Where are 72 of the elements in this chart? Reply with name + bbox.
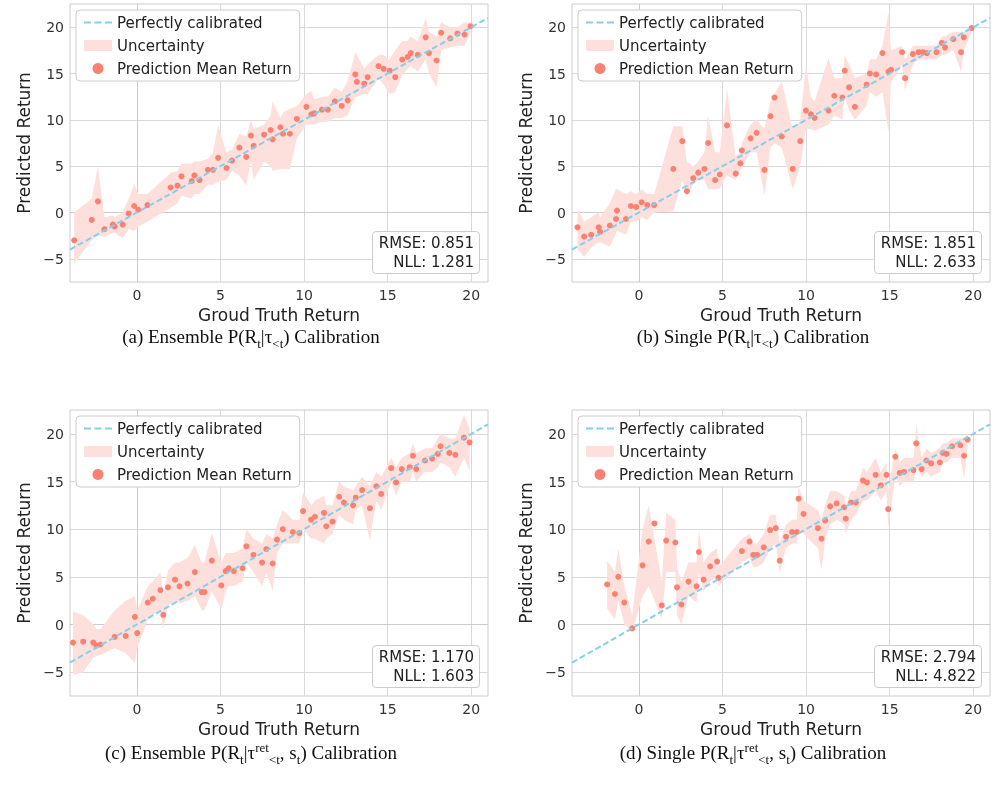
x-tick-label: 15: [378, 287, 397, 303]
y-tick-label: 5: [557, 568, 566, 585]
y-axis-title: Predicted Return: [515, 72, 536, 214]
y-tick-label: −5: [545, 664, 566, 681]
legend-label: Prediction Mean Return: [117, 465, 292, 484]
x-tick-label: 5: [216, 287, 225, 303]
x-tick-label: 5: [718, 701, 727, 717]
x-tick-label: 20: [462, 701, 481, 717]
x-tick-label: 0: [634, 701, 644, 717]
annotation: RMSE: 1.170 NLL: 1.603: [371, 645, 480, 688]
y-axis-title: Predicted Return: [13, 482, 34, 624]
y-tick-label: −5: [43, 250, 64, 267]
x-tick-label: 20: [462, 287, 481, 303]
annotation: RMSE: 0.851 NLL: 1.281: [371, 231, 480, 274]
x-tick-label: 15: [880, 701, 899, 717]
y-tick-label: 15: [548, 473, 566, 490]
y-tick-label: 20: [548, 425, 566, 442]
legend-label: Perfectly calibrated: [117, 419, 263, 438]
y-tick-label: 15: [548, 65, 566, 82]
y-tick-label: 10: [548, 521, 566, 538]
y-tick-label: 0: [55, 616, 64, 633]
x-tick-label: 20: [964, 701, 983, 717]
y-tick-label: −5: [43, 664, 64, 681]
x-axis-title: Groud Truth Return: [699, 719, 863, 740]
y-tick-label: 10: [548, 111, 566, 128]
legend-label: Prediction Mean Return: [117, 59, 292, 78]
y-tick-label: 5: [55, 568, 64, 585]
x-tick-label: 5: [718, 287, 727, 303]
x-axis-title: Groud Truth Return: [699, 305, 863, 326]
y-tick-label: 20: [46, 425, 64, 442]
y-tick-label: 15: [46, 473, 64, 490]
text: (b) Single P(R$_{t}$|τ$_{<t}$) Calibration: [635, 326, 871, 352]
legend-label: Uncertainty: [117, 36, 205, 55]
text: (d) Single P(R$_{t}$|τ$^{ret}$$_{<t}$, s$_{t}$) Calibration: [618, 740, 888, 769]
y-tick-label: 10: [46, 111, 64, 128]
x-axis-title: Groud Truth Return: [197, 305, 361, 326]
text: (a) Ensemble P(R$_{t}$|τ$_{<t}$) Calibration: [121, 326, 381, 352]
y-tick-label: 10: [46, 521, 64, 538]
legend-label: Uncertainty: [619, 442, 707, 461]
x-tick-label: 10: [797, 287, 815, 303]
x-tick-label: 20: [964, 287, 983, 303]
legend-label: Uncertainty: [117, 442, 205, 461]
y-axis-title: Predicted Return: [515, 482, 536, 624]
y-tick-label: −5: [545, 250, 566, 267]
y-tick-label: 0: [55, 204, 64, 221]
y-tick-label: 5: [55, 158, 64, 175]
annotation: RMSE: 1.851 NLL: 2.633: [873, 231, 982, 274]
x-tick-label: 10: [797, 701, 815, 717]
y-tick-label: 5: [557, 158, 566, 175]
legend-label: Prediction Mean Return: [619, 465, 794, 484]
x-tick-label: 0: [132, 287, 142, 303]
y-tick-label: 20: [46, 19, 64, 36]
legend-label: Uncertainty: [619, 36, 707, 55]
y-tick-label: 15: [46, 65, 64, 82]
x-tick-label: 15: [880, 287, 899, 303]
y-tick-label: 0: [557, 616, 566, 633]
x-tick-label: 10: [295, 287, 313, 303]
y-tick-label: 20: [548, 19, 566, 36]
legend-label: Perfectly calibrated: [619, 419, 765, 438]
x-tick-label: 0: [634, 287, 644, 303]
x-tick-label: 10: [295, 701, 313, 717]
y-tick-label: 0: [557, 204, 566, 221]
legend-label: Perfectly calibrated: [619, 13, 765, 32]
x-tick-label: 0: [132, 701, 142, 717]
legend-label: Perfectly calibrated: [117, 13, 263, 32]
x-axis-title: Groud Truth Return: [197, 719, 361, 740]
annotation: RMSE: 2.794 NLL: 4.822: [873, 645, 982, 688]
x-tick-label: 5: [216, 701, 225, 717]
legend-label: Prediction Mean Return: [619, 59, 794, 78]
y-axis-title: Predicted Return: [13, 72, 34, 214]
text: (c) Ensemble P(R$_{t}$|τ$^{ret}$$_{<t}$, s$_{t}$) Calibration: [104, 740, 398, 769]
x-tick-label: 15: [378, 701, 397, 717]
